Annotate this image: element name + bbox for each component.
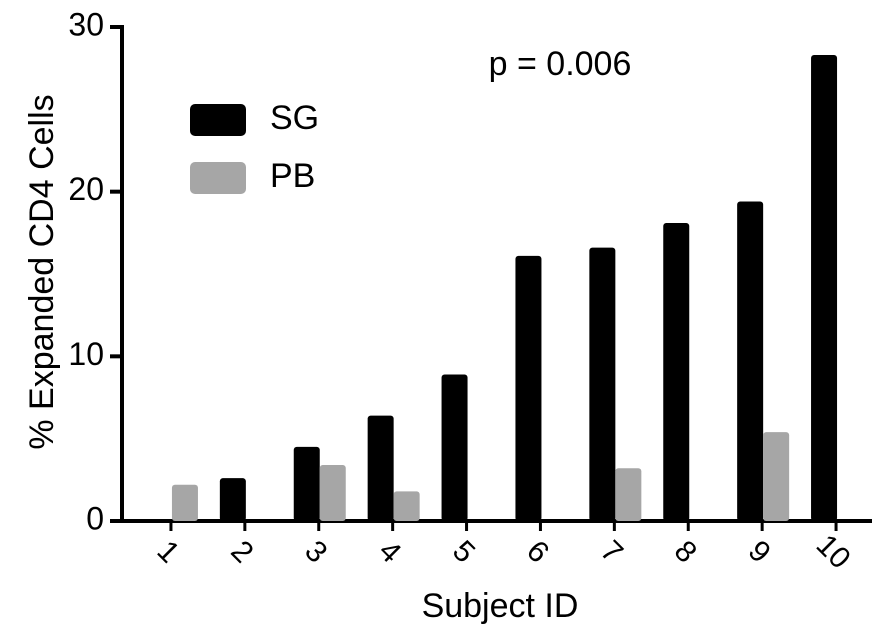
bar xyxy=(589,247,616,522)
legend-swatch xyxy=(190,162,246,194)
legend-label: SG xyxy=(270,99,319,137)
bar xyxy=(171,484,198,521)
bar xyxy=(393,491,420,521)
bar xyxy=(293,446,320,521)
annotation: p = 0.006 xyxy=(489,45,632,83)
y-tick-label: 10 xyxy=(68,336,104,372)
x-tick-label: 7 xyxy=(594,534,629,569)
y-tick-label: 0 xyxy=(86,500,104,536)
bar xyxy=(663,222,690,521)
x-tick-label: 10 xyxy=(810,528,857,575)
x-tick-label: 8 xyxy=(668,534,703,569)
bar xyxy=(811,54,838,521)
legend-label: PB xyxy=(270,157,315,195)
bar xyxy=(319,465,346,521)
x-tick-label: 3 xyxy=(298,534,333,569)
x-tick-label: 1 xyxy=(150,534,185,569)
bar xyxy=(763,432,790,521)
bar xyxy=(367,415,394,521)
x-axis-title: Subject ID xyxy=(422,587,579,625)
y-tick-label: 30 xyxy=(68,6,104,42)
x-tick-label: 9 xyxy=(742,534,777,569)
x-tick-label: 6 xyxy=(520,534,555,569)
y-tick-label: 20 xyxy=(68,171,104,207)
bar xyxy=(441,374,468,521)
x-tick-label: 4 xyxy=(372,534,407,569)
bar xyxy=(615,468,642,521)
y-axis-title: % Expanded CD4 Cells xyxy=(23,94,61,449)
bar xyxy=(219,478,246,521)
bar xyxy=(515,255,542,522)
x-tick-label: 2 xyxy=(224,534,259,569)
x-tick-label: 5 xyxy=(446,534,481,569)
legend-swatch xyxy=(190,104,246,136)
bar xyxy=(737,201,764,521)
